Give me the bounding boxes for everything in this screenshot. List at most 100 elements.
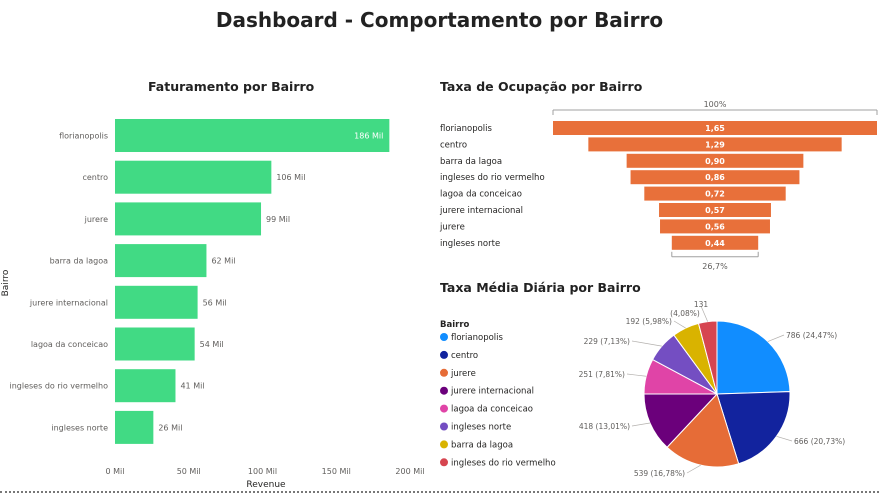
- pie-leader-line: [626, 373, 647, 377]
- funnel-bar: [659, 203, 771, 217]
- revenue-x-tick: 50 Mil: [177, 467, 201, 476]
- revenue-bar: [115, 119, 390, 152]
- funnel-bar: [671, 235, 759, 250]
- pie-slice: [643, 393, 719, 448]
- revenue-x-tick: 0 Mil: [106, 467, 125, 476]
- occupancy-funnel-chart[interactable]: 100% 1,65 florianopolis 1,29 centro 0,90 barra…: [430, 95, 879, 275]
- revenue-category-label: centro: [82, 173, 108, 182]
- funnel-bar: [626, 153, 804, 168]
- pie-data-label: 131: [694, 300, 709, 309]
- pie-legend-item: jurere: [450, 369, 476, 379]
- funnel-data-label: 0,72: [705, 190, 725, 199]
- pie-leader-line: [631, 340, 662, 347]
- revenue-category-label: lagoa da conceicao: [31, 340, 108, 349]
- bottom-divider: [0, 491, 879, 493]
- pie-legend-marker: [440, 386, 448, 395]
- pie-legend-item: centro: [451, 351, 478, 361]
- revenue-category-label: ingleses norte: [51, 423, 108, 432]
- revenue-data-label: 62 Mil: [211, 257, 235, 266]
- revenue-data-label: 54 Mil: [200, 340, 224, 349]
- funnel-bar: [660, 219, 770, 234]
- daily-rate-pie-chart[interactable]: Bairro florianopolis centro jurere jurere in…: [430, 296, 879, 488]
- funnel-data-label: 0,44: [705, 239, 725, 248]
- funnel-data-label: 0,86: [705, 173, 725, 182]
- funnel-data-label: 0,56: [705, 222, 725, 231]
- revenue-x-tick: 100 Mil: [248, 467, 277, 476]
- funnel-bar: [553, 121, 877, 135]
- funnel-category-label: florianopolis: [440, 124, 493, 134]
- funnel-data-label: 0,57: [705, 206, 725, 215]
- revenue-chart-title: Faturamento por Bairro: [148, 79, 315, 94]
- funnel-bottom-label: 26,7%: [702, 262, 728, 271]
- pie-leader-line: [673, 320, 686, 329]
- daily-rate-chart-title: Taxa Média Diária por Bairro: [440, 280, 641, 295]
- funnel-category-label: ingleses norte: [440, 239, 500, 249]
- revenue-data-label: 106 Mil: [276, 173, 305, 182]
- funnel-data-label: 1,29: [705, 140, 725, 149]
- funnel-bar: [588, 137, 842, 152]
- pie-leader-line: [631, 422, 651, 427]
- pie-data-label: 666 (20,73%): [794, 437, 845, 446]
- funnel-category-label: barra da lagoa: [440, 157, 502, 167]
- dashboard-title: Dashboard - Comportamento por Bairro: [215, 8, 664, 32]
- pie-data-label: 192 (5,98%): [626, 317, 672, 326]
- pie-leader-line: [776, 435, 793, 442]
- revenue-bar-chart[interactable]: florianopolis 186 Mil centro 106 Mil jurere 9…: [0, 95, 430, 493]
- pie-data-label: 786 (24,47%): [786, 331, 837, 340]
- pie-legend-item: ingleses do rio vermelho: [451, 458, 556, 468]
- revenue-data-label: 41 Mil: [180, 382, 204, 391]
- pie-slice: [716, 320, 791, 395]
- pie-data-label-percent: (4,08%): [670, 309, 700, 318]
- pie-leader-line: [767, 334, 785, 342]
- revenue-category-label: ingleses do rio vermelho: [10, 382, 109, 391]
- revenue-bar: [115, 244, 207, 278]
- revenue-category-label: florianopolis: [59, 132, 108, 141]
- funnel-bar: [644, 186, 786, 201]
- revenue-x-tick: 150 Mil: [322, 467, 351, 476]
- pie-leader-line: [700, 305, 708, 322]
- funnel-category-label: jurere internacional: [439, 206, 523, 216]
- pie-legend-marker: [440, 368, 448, 377]
- pie-legend-title: Bairro: [440, 320, 470, 330]
- pie-data-label: 229 (7,13%): [584, 337, 630, 346]
- revenue-data-label: 26 Mil: [158, 423, 182, 432]
- pie-legend-item: barra da lagoa: [451, 440, 513, 450]
- funnel-top-label: 100%: [704, 100, 727, 109]
- revenue-bar: [115, 285, 198, 319]
- revenue-bar: [115, 327, 195, 361]
- revenue-bar: [115, 160, 272, 194]
- revenue-x-axis-title: Revenue: [246, 480, 286, 490]
- pie-legend-item: ingleses norte: [451, 423, 511, 433]
- revenue-category-label: jurere: [84, 215, 108, 224]
- funnel-category-label: lagoa da conceicao: [440, 190, 522, 200]
- pie-legend-marker: [440, 333, 448, 341]
- pie-slice: [666, 393, 740, 468]
- funnel-category-label: centro: [440, 140, 467, 150]
- funnel-category-label: ingleses do rio vermelho: [440, 173, 545, 183]
- pie-legend-marker: [440, 350, 448, 359]
- revenue-y-axis-title: Bairro: [1, 269, 11, 296]
- pie-data-label: 251 (7,81%): [579, 370, 625, 379]
- revenue-bar: [115, 369, 176, 403]
- revenue-category-label: barra da lagoa: [50, 257, 108, 266]
- revenue-bar: [115, 202, 262, 236]
- funnel-bar: [630, 170, 800, 185]
- pie-legend-marker: [440, 422, 448, 431]
- pie-legend-marker: [440, 458, 448, 467]
- revenue-data-label: 186 Mil: [354, 132, 383, 141]
- pie-legend-item: lagoa da conceicao: [451, 405, 533, 415]
- revenue-data-label: 99 Mil: [266, 215, 290, 224]
- pie-legend-marker: [440, 404, 448, 413]
- revenue-category-label: jurere internacional: [29, 298, 108, 307]
- pie-data-label: 539 (16,78%): [634, 469, 685, 478]
- pie-leader-line: [686, 464, 701, 474]
- funnel-category-label: jurere: [439, 222, 465, 232]
- pie-legend-marker: [440, 440, 448, 449]
- pie-legend-item: jurere internacional: [450, 387, 534, 397]
- revenue-bar: [115, 410, 154, 444]
- occupancy-chart-title: Taxa de Ocupação por Bairro: [440, 79, 643, 94]
- pie-legend-item: florianopolis: [451, 333, 504, 343]
- revenue-x-tick: 200 Mil: [395, 467, 424, 476]
- pie-data-label: 418 (13,01%): [579, 422, 630, 431]
- funnel-data-label: 0,90: [705, 157, 725, 166]
